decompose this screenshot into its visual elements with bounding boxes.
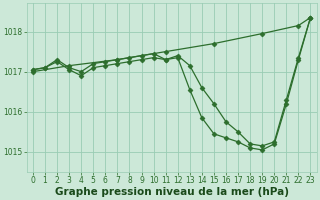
X-axis label: Graphe pression niveau de la mer (hPa): Graphe pression niveau de la mer (hPa): [55, 187, 289, 197]
